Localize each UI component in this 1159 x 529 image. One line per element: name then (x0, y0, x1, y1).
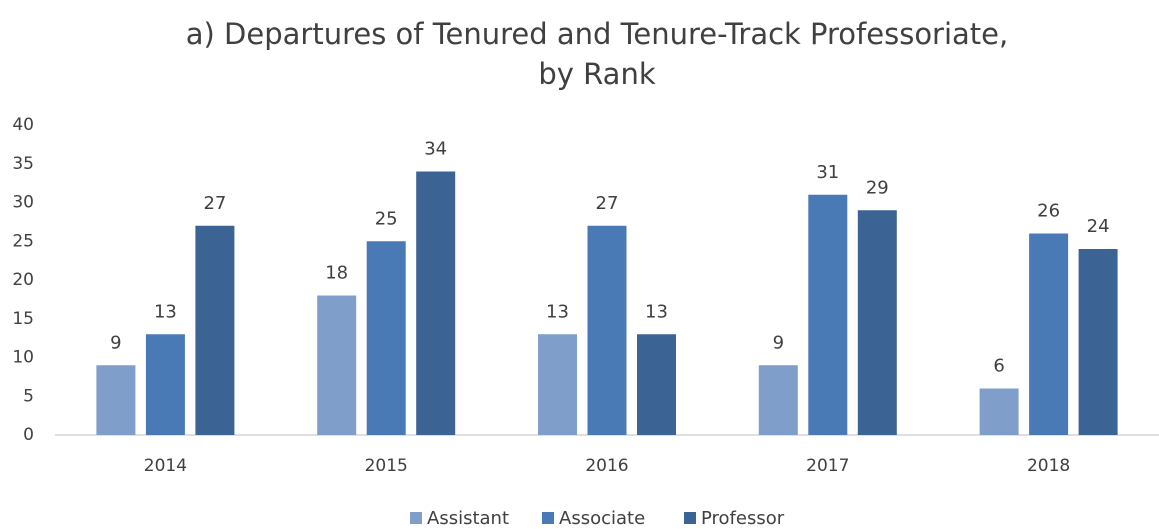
bar (317, 295, 357, 435)
legend-label: Professor (701, 508, 785, 529)
y-tick-label: 35 (12, 154, 34, 174)
data-label: 29 (866, 177, 889, 198)
bar (979, 388, 1019, 435)
x-tick-label: 2015 (365, 456, 408, 476)
y-tick-label: 20 (12, 270, 34, 290)
x-tick-label: 2017 (806, 456, 849, 476)
legend-swatch (684, 512, 696, 524)
data-label: 9 (773, 332, 784, 353)
y-tick-label: 10 (12, 348, 34, 368)
bar (808, 194, 848, 435)
bar (366, 241, 406, 435)
data-label: 6 (993, 356, 1004, 377)
data-label: 13 (645, 301, 668, 322)
legend-swatch (542, 512, 554, 524)
data-label: 26 (1037, 201, 1060, 222)
bar (857, 210, 897, 435)
chart-title: by Rank (538, 57, 655, 91)
legend-swatch (410, 512, 422, 524)
data-label: 18 (325, 263, 348, 284)
data-label: 13 (154, 301, 177, 322)
y-tick-label: 15 (12, 309, 34, 329)
data-label: 25 (375, 208, 398, 229)
bar (416, 171, 456, 435)
x-tick-label: 2016 (585, 456, 628, 476)
y-tick-label: 40 (12, 115, 34, 135)
bar (538, 334, 577, 435)
data-label: 13 (546, 301, 569, 322)
data-label: 27 (596, 193, 619, 214)
bar (1078, 249, 1118, 435)
legend-label: Associate (559, 508, 645, 529)
x-tick-label: 2014 (144, 456, 187, 476)
y-tick-label: 5 (23, 386, 34, 406)
bar (96, 365, 136, 435)
bar (587, 225, 627, 435)
bar (145, 334, 185, 435)
y-tick-label: 30 (12, 193, 34, 213)
bar (1029, 233, 1069, 435)
data-label: 34 (424, 139, 447, 160)
x-tick-label: 2018 (1027, 456, 1070, 476)
y-tick-label: 0 (23, 425, 34, 445)
data-label: 24 (1087, 216, 1110, 237)
data-label: 9 (110, 332, 121, 353)
legend-label: Assistant (427, 508, 509, 529)
bar (637, 334, 676, 435)
bar (758, 365, 798, 435)
data-label: 27 (203, 193, 226, 214)
y-tick-label: 25 (12, 231, 34, 251)
bar (195, 225, 235, 435)
chart-title: a) Departures of Tenured and Tenure-Trac… (186, 17, 1009, 51)
data-label: 31 (816, 162, 839, 183)
